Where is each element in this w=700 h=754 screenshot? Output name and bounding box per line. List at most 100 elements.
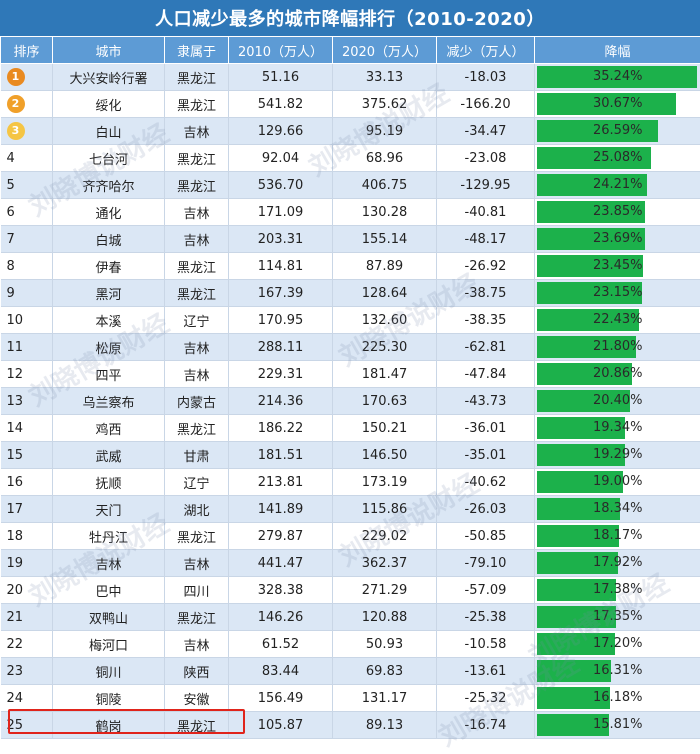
drop-bar-cell: 19.00% (535, 469, 700, 496)
rank-number: 5 (7, 178, 15, 193)
drop-bar-cell: 35.24% (535, 64, 700, 91)
pop-2020-cell: 155.14 (333, 226, 437, 253)
pop-2020-cell: 95.19 (333, 118, 437, 145)
pop-2010-cell: 441.47 (229, 550, 333, 577)
col-header-rank: 排序 (1, 37, 53, 64)
change-cell: -26.92 (437, 253, 535, 280)
drop-bar-cell: 18.17% (535, 523, 700, 550)
pop-2010-cell: 61.52 (229, 631, 333, 658)
drop-bar-cell: 24.21% (535, 172, 700, 199)
drop-bar-cell: 17.35% (535, 604, 700, 631)
pop-2020-cell: 170.63 (333, 388, 437, 415)
rank-number: 6 (7, 205, 15, 220)
province-cell: 吉林 (165, 631, 229, 658)
pop-2010-cell: 181.51 (229, 442, 333, 469)
rank-cell: 7 (1, 226, 53, 253)
province-cell: 黑龙江 (165, 91, 229, 118)
province-cell: 吉林 (165, 199, 229, 226)
city-cell: 鹤岗 (53, 712, 165, 739)
rank-number: 25 (7, 718, 24, 733)
change-cell: -50.85 (437, 523, 535, 550)
change-cell: -129.95 (437, 172, 535, 199)
drop-bar-cell: 17.38% (535, 577, 700, 604)
change-cell: -40.62 (437, 469, 535, 496)
rank-number: 13 (7, 394, 24, 409)
province-cell: 黑龙江 (165, 64, 229, 91)
rank-number: 4 (7, 151, 15, 166)
drop-label: 25.08% (535, 145, 700, 171)
change-cell: -62.81 (437, 334, 535, 361)
city-cell: 梅河口 (53, 631, 165, 658)
change-cell: -16.74 (437, 712, 535, 739)
rank-medal-icon: 2 (7, 95, 25, 113)
rank-cell: 2 (1, 91, 53, 118)
province-cell: 黑龙江 (165, 280, 229, 307)
rank-medal-icon: 3 (7, 122, 25, 140)
province-cell: 辽宁 (165, 469, 229, 496)
rank-number: 21 (7, 610, 24, 625)
change-cell: -40.81 (437, 199, 535, 226)
col-header-drop: 降幅 (535, 37, 700, 64)
change-cell: -48.17 (437, 226, 535, 253)
pop-2020-cell: 181.47 (333, 361, 437, 388)
pop-2020-cell: 271.29 (333, 577, 437, 604)
pop-2010-cell: 328.38 (229, 577, 333, 604)
pop-2020-cell: 69.83 (333, 658, 437, 685)
drop-bar-cell: 23.85% (535, 199, 700, 226)
change-cell: -23.08 (437, 145, 535, 172)
city-cell: 吉林 (53, 550, 165, 577)
pop-2010-cell: 92.04 (229, 145, 333, 172)
change-cell: -10.58 (437, 631, 535, 658)
city-cell: 鸡西 (53, 415, 165, 442)
pop-2020-cell: 229.02 (333, 523, 437, 550)
pop-2010-cell: 105.87 (229, 712, 333, 739)
drop-label: 23.85% (535, 199, 700, 225)
province-cell: 湖北 (165, 496, 229, 523)
province-cell: 吉林 (165, 118, 229, 145)
rank-number: 8 (7, 259, 15, 274)
pop-2010-cell: 536.70 (229, 172, 333, 199)
change-cell: -38.35 (437, 307, 535, 334)
city-cell: 巴中 (53, 577, 165, 604)
rank-number: 17 (7, 502, 24, 517)
rank-cell: 4 (1, 145, 53, 172)
rank-number: 23 (7, 664, 24, 679)
change-cell: -25.38 (437, 604, 535, 631)
drop-bar-cell: 16.18% (535, 685, 700, 712)
pop-2010-cell: 288.11 (229, 334, 333, 361)
change-cell: -34.47 (437, 118, 535, 145)
pop-2020-cell: 146.50 (333, 442, 437, 469)
city-cell: 天门 (53, 496, 165, 523)
rank-number: 12 (7, 367, 24, 382)
col-header-2020: 2020（万人） (333, 37, 437, 64)
rank-number: 14 (7, 421, 24, 436)
province-cell: 吉林 (165, 361, 229, 388)
pop-2020-cell: 115.86 (333, 496, 437, 523)
rank-cell: 14 (1, 415, 53, 442)
city-cell: 大兴安岭行署 (53, 64, 165, 91)
province-cell: 吉林 (165, 226, 229, 253)
drop-label: 24.21% (535, 172, 700, 198)
rank-cell: 20 (1, 577, 53, 604)
pop-2010-cell: 146.26 (229, 604, 333, 631)
rank-cell: 12 (1, 361, 53, 388)
pop-2020-cell: 50.93 (333, 631, 437, 658)
drop-bar-cell: 20.86% (535, 361, 700, 388)
pop-2010-cell: 186.22 (229, 415, 333, 442)
drop-bar-cell: 30.67% (535, 91, 700, 118)
city-cell: 通化 (53, 199, 165, 226)
drop-label: 19.29% (535, 442, 700, 468)
